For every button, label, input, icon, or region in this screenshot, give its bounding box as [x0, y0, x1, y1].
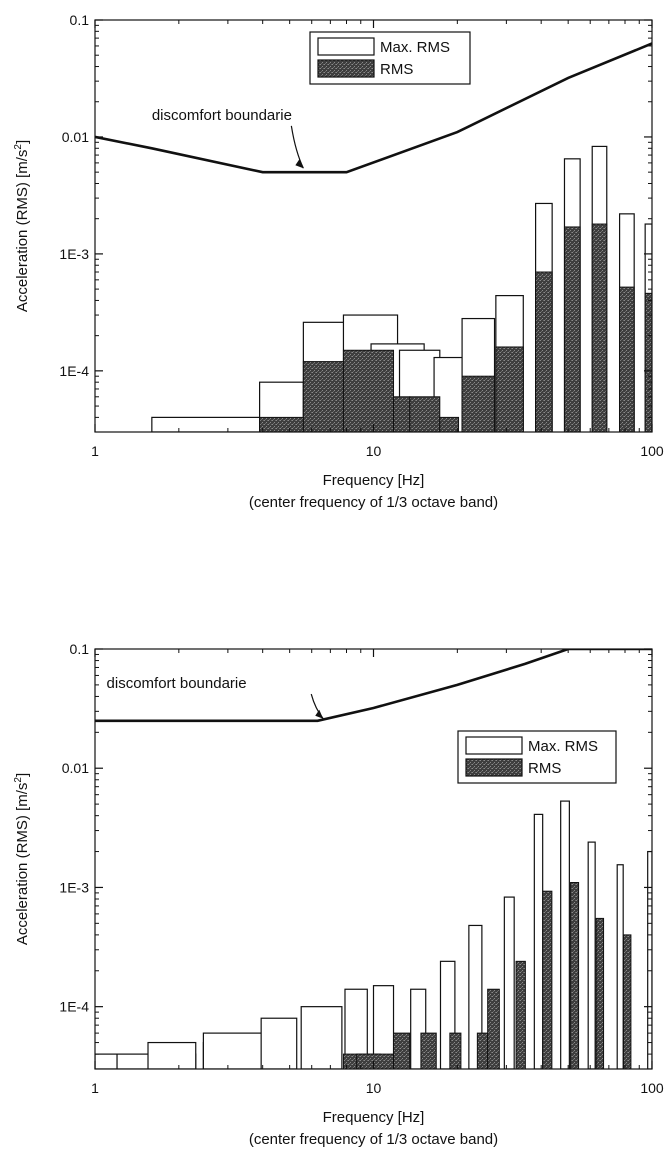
rms-bar — [476, 1032, 489, 1069]
rms-bar — [356, 1053, 395, 1069]
y-tick-label: 1E-3 — [59, 879, 89, 895]
rms-bar — [302, 361, 344, 432]
rms-bar — [570, 882, 580, 1069]
annotation-arrow — [290, 125, 304, 169]
max-rms-bar — [503, 896, 515, 1069]
max-rms-bar — [147, 1041, 197, 1069]
max-rms-bar — [533, 813, 544, 1069]
rms-bar — [622, 934, 632, 1069]
y-tick-label: 1E-4 — [59, 363, 89, 379]
rms-bar — [439, 416, 460, 432]
rms-bar — [487, 988, 500, 1069]
max-rms-bar — [616, 864, 624, 1069]
y-axis-label: Acceleration (RMS) [m/s2] — [13, 140, 31, 312]
x-axis-label: Frequency [Hz] — [323, 472, 425, 489]
rms-bar — [259, 416, 304, 432]
y-tick-label: 0.01 — [62, 760, 89, 776]
discomfort-boundary-line — [95, 649, 652, 723]
max-rms-bar — [647, 850, 652, 1069]
max-rms-bar — [372, 985, 395, 1069]
rms-bar — [342, 349, 395, 432]
chart-top: 1 10 100 1E-4 1E-3 0.01 0.1 Frequency [Hz] (cent… — [13, 12, 664, 511]
rms-bar — [595, 917, 605, 1069]
legend-label-rms: RMS — [528, 760, 561, 777]
rms-bar — [515, 960, 526, 1069]
x-tick-label: 100 — [640, 1080, 664, 1096]
annotation-arrowhead — [295, 159, 304, 169]
max-rms-bar — [202, 1032, 270, 1069]
discomfort-boundary-line — [95, 42, 652, 174]
legend-swatch-max-rms — [317, 37, 375, 56]
max-rms-bar — [151, 416, 261, 432]
rms-bar — [495, 346, 524, 432]
x-axis-sublabel: (center frequency of 1/3 octave band) — [249, 1131, 498, 1148]
x-tick-label: 10 — [366, 443, 382, 459]
rms-bar — [449, 1032, 462, 1069]
y-axis-label: Acceleration (RMS) [m/s2] — [13, 773, 31, 945]
rms-bar — [644, 292, 652, 432]
rms-bar — [409, 396, 441, 432]
rms-bar — [619, 286, 635, 432]
annotation-discomfort: discomfort boundarie — [152, 107, 292, 124]
y-tick-label: 1E-3 — [59, 246, 89, 262]
legend: Max. RMS RMS — [457, 730, 617, 784]
bars — [95, 800, 652, 1069]
max-rms-bar — [300, 1006, 343, 1069]
annotation-arrowhead — [315, 709, 324, 719]
max-rms-bar — [95, 1053, 118, 1069]
annotation-discomfort: discomfort boundarie — [107, 675, 247, 692]
x-axis-label: Frequency [Hz] — [323, 1109, 425, 1126]
x-tick-label: 10 — [366, 1080, 382, 1096]
legend-label-rms: RMS — [380, 61, 413, 78]
rms-bar — [535, 271, 553, 432]
bars — [151, 145, 652, 432]
rms-bar — [393, 1032, 411, 1069]
max-rms-bar — [587, 841, 596, 1069]
x-tick-label: 1 — [91, 1080, 99, 1096]
rms-bar — [461, 375, 496, 432]
legend-swatch-max-rms — [465, 736, 523, 755]
legend-swatch-rms — [465, 758, 523, 777]
max-rms-bar — [560, 800, 570, 1069]
y-tick-label: 0.01 — [62, 129, 89, 145]
x-tick-label: 100 — [640, 443, 664, 459]
y-tick-label: 0.1 — [70, 12, 90, 28]
rms-bar — [393, 396, 411, 432]
x-tick-label: 1 — [91, 443, 99, 459]
chart-bottom: 1 10 100 1E-4 1E-3 0.01 0.1 Frequency [Hz] (cent… — [13, 641, 664, 1148]
rms-bar — [563, 226, 581, 432]
rms-bar — [591, 223, 608, 432]
legend: Max. RMS RMS — [309, 31, 471, 85]
legend-swatch-rms — [317, 59, 375, 78]
legend-label-max-rms: Max. RMS — [380, 39, 450, 56]
y-tick-label: 1E-4 — [59, 999, 89, 1015]
x-axis-sublabel: (center frequency of 1/3 octave band) — [249, 494, 498, 511]
rms-bar — [542, 890, 553, 1069]
legend-label-max-rms: Max. RMS — [528, 738, 598, 755]
rms-bar — [420, 1032, 437, 1069]
max-rms-bar — [260, 1017, 298, 1069]
y-tick-label: 0.1 — [70, 641, 90, 657]
